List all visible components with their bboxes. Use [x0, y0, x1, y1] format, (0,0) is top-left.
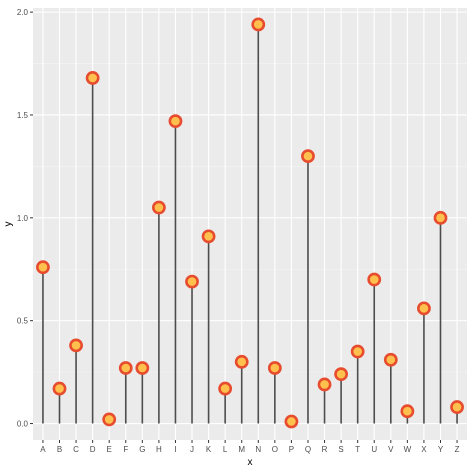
lollipop-point — [267, 361, 282, 375]
x-tick-label: R — [322, 445, 328, 454]
lollipop-point — [334, 367, 349, 382]
lollipop-point — [85, 71, 100, 85]
lollipop-point — [185, 274, 199, 289]
x-tick-label: X — [421, 445, 427, 454]
y-tick-label: 2.0 — [17, 8, 29, 17]
lollipop-point — [367, 272, 382, 287]
x-tick-label: C — [73, 445, 79, 454]
y-tick-label: 0.5 — [17, 317, 29, 326]
lollipop-point — [400, 404, 415, 419]
lollipop-point — [284, 414, 299, 429]
x-tick-label: J — [190, 445, 194, 454]
x-tick-label: Z — [455, 445, 460, 454]
lollipop-point — [201, 229, 216, 244]
lollipop-point — [251, 17, 266, 32]
x-tick-label: F — [123, 445, 128, 454]
x-tick-label: Q — [305, 445, 311, 454]
x-tick-label: M — [238, 445, 245, 454]
lollipop-point — [52, 381, 67, 396]
lollipop-point — [36, 260, 50, 275]
lollipop-point — [450, 400, 464, 414]
x-tick-label: I — [174, 445, 176, 454]
x-tick-label: E — [107, 445, 112, 454]
x-tick-label: A — [40, 445, 46, 454]
x-tick-label: D — [90, 445, 96, 454]
plot-panel — [33, 8, 467, 440]
lollipop-point — [135, 361, 150, 375]
x-tick-label: P — [289, 445, 294, 454]
lollipop-point — [317, 377, 332, 392]
y-axis: 0.0 0.5 1.0 1.5 2.0 — [17, 8, 33, 429]
lollipop-point — [301, 149, 315, 164]
lollipop-point — [218, 381, 233, 396]
x-tick-label: V — [388, 445, 394, 454]
x-tick-label: U — [371, 445, 377, 454]
x-tick-label: N — [255, 445, 261, 454]
lollipop-point — [168, 114, 183, 129]
x-tick-label: W — [404, 445, 412, 454]
y-tick-label: 0.0 — [17, 420, 29, 429]
x-tick-label: O — [272, 445, 278, 454]
lollipop-point — [350, 344, 365, 359]
x-tick-label: B — [57, 445, 62, 454]
x-tick-label: L — [223, 445, 228, 454]
lollipop-point — [417, 301, 431, 316]
x-tick-label: K — [206, 445, 212, 454]
x-tick-label: Y — [438, 445, 444, 454]
x-tick-label: H — [156, 445, 162, 454]
lollipop-point — [102, 412, 117, 427]
data-marks — [36, 17, 464, 429]
x-axis-title: x — [248, 457, 253, 468]
y-tick-label: 1.0 — [17, 214, 29, 223]
lollipop-point — [69, 338, 83, 353]
lollipop-point — [118, 361, 133, 375]
lollipop-point — [433, 210, 448, 225]
y-tick-label: 1.5 — [17, 111, 29, 120]
x-tick-label: G — [139, 445, 145, 454]
lollipop-point — [234, 354, 249, 369]
x-tick-label: T — [355, 445, 360, 454]
lollipop-point — [151, 200, 166, 215]
x-tick-label: S — [338, 445, 343, 454]
lollipop-point — [383, 352, 398, 367]
y-axis-title: y — [3, 222, 14, 227]
